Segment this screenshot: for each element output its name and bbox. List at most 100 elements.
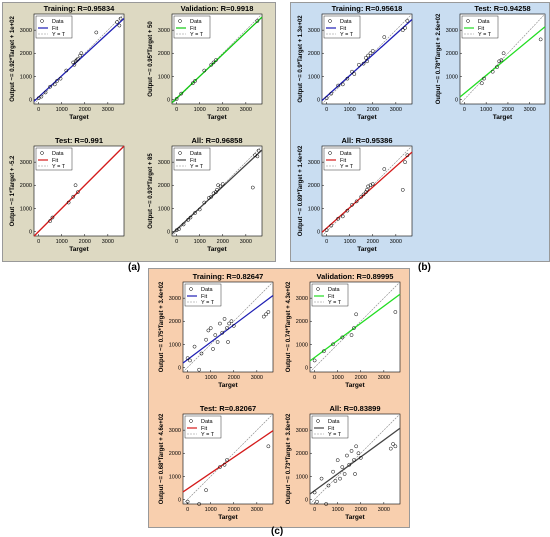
data-point bbox=[224, 326, 229, 331]
fit-line bbox=[459, 26, 546, 98]
legend-data-label: Data bbox=[52, 151, 65, 157]
data-point bbox=[329, 91, 334, 96]
legend-identity-label: Y = T bbox=[190, 32, 204, 38]
data-point bbox=[224, 458, 229, 463]
data-point bbox=[50, 215, 55, 220]
data-point bbox=[356, 451, 361, 456]
x-tick-label: 2000 bbox=[217, 239, 229, 245]
legend-data-label: Data bbox=[201, 287, 214, 293]
data-point bbox=[220, 182, 225, 186]
data-point bbox=[342, 472, 347, 476]
y-tick-label: 2000 bbox=[20, 51, 32, 57]
subplot-b-6: All: R=0.95386 0 1000 2000 3000 0 1000 2000 3000… bbox=[298, 136, 413, 253]
x-tick-label: 1000 bbox=[205, 507, 217, 513]
data-point bbox=[359, 194, 364, 199]
data-point bbox=[350, 202, 354, 207]
data-point bbox=[192, 344, 197, 349]
data-point bbox=[366, 53, 371, 58]
data-point bbox=[405, 153, 410, 158]
data-point bbox=[185, 499, 190, 504]
data-point bbox=[253, 153, 257, 158]
data-point bbox=[204, 337, 208, 342]
legend-identity-label: Y = T bbox=[190, 164, 204, 170]
data-point bbox=[368, 183, 373, 188]
data-point bbox=[186, 217, 191, 222]
data-point bbox=[36, 96, 41, 101]
data-point bbox=[345, 453, 349, 458]
data-point bbox=[324, 228, 329, 233]
data-point bbox=[338, 476, 342, 481]
identity-line bbox=[33, 13, 125, 105]
data-point bbox=[354, 444, 359, 449]
x-axis-label: Target bbox=[345, 382, 365, 389]
legend-fit-label: Fit bbox=[201, 294, 208, 300]
data-point bbox=[340, 465, 345, 469]
y-tick-label: 1000 bbox=[158, 206, 170, 212]
y-tick-label: 3000 bbox=[308, 160, 320, 166]
legend-fit-label: Fit bbox=[478, 26, 485, 32]
data-point bbox=[370, 182, 375, 186]
data-point bbox=[331, 342, 335, 347]
data-point bbox=[256, 148, 261, 153]
y-tick-label: 1000 bbox=[446, 74, 458, 80]
data-point bbox=[226, 340, 230, 344]
data-point bbox=[403, 160, 407, 165]
legend-fit-label: Fit bbox=[52, 26, 59, 32]
data-point bbox=[211, 60, 216, 65]
legend-data-marker bbox=[466, 19, 470, 23]
y-axis-label: Output ~= 1*Target + -5.2 bbox=[10, 155, 16, 226]
data-point bbox=[266, 444, 271, 449]
legend-data-marker bbox=[328, 151, 332, 155]
fit-line bbox=[309, 293, 401, 362]
data-point bbox=[351, 326, 356, 331]
data-point bbox=[345, 208, 350, 213]
data-point bbox=[400, 187, 405, 192]
data-point bbox=[58, 76, 63, 81]
legend-box bbox=[35, 15, 73, 39]
data-point bbox=[382, 167, 387, 171]
subplot-title: Training: R=0.95618 bbox=[332, 4, 403, 13]
legend-identity-label: Y = T bbox=[328, 432, 342, 438]
data-point bbox=[340, 82, 345, 87]
data-point bbox=[215, 340, 220, 344]
subplot-c-9: Test: R=0.82067 0 1000 2000 3000 0 1000 2000 300… bbox=[159, 404, 274, 521]
subplot-title: Training: R=0.95834 bbox=[44, 4, 115, 13]
legend-data-label: Data bbox=[52, 19, 65, 25]
x-tick-label: 3000 bbox=[390, 107, 402, 113]
y-tick-label: 3000 bbox=[446, 28, 458, 34]
data-point bbox=[202, 68, 207, 73]
data-point bbox=[213, 190, 218, 195]
x-tick-label: 1000 bbox=[332, 375, 344, 381]
legend-fit-label: Fit bbox=[328, 294, 335, 300]
legend-box bbox=[35, 147, 73, 171]
legend-identity-label: Y = T bbox=[201, 432, 215, 438]
y-tick-label: 0 bbox=[455, 97, 458, 103]
data-point bbox=[403, 25, 407, 30]
y-tick-label: 1000 bbox=[20, 74, 32, 80]
data-point bbox=[347, 462, 352, 467]
legend-identity-label: Y = T bbox=[478, 32, 492, 38]
legend-data-marker bbox=[40, 151, 44, 155]
data-point bbox=[75, 190, 80, 195]
data-point bbox=[255, 154, 260, 159]
x-tick-label: 3000 bbox=[378, 507, 390, 513]
panel-label-a: (a) bbox=[128, 262, 141, 273]
data-point bbox=[72, 62, 77, 67]
y-tick-label: 1000 bbox=[296, 342, 308, 348]
data-point bbox=[329, 223, 334, 228]
data-point bbox=[218, 184, 223, 189]
y-tick-label: 0 bbox=[317, 97, 320, 103]
x-tick-label: 2000 bbox=[228, 507, 240, 513]
data-point bbox=[227, 321, 232, 326]
y-axis-label: Output ~= 0.78*Target + 2.6e+02 bbox=[436, 13, 442, 104]
x-tick-label: 0 bbox=[186, 507, 189, 513]
x-tick-label: 2000 bbox=[502, 107, 514, 113]
x-tick-label: 2000 bbox=[79, 107, 91, 113]
subplot-a-3: All: R=0.96858 0 1000 2000 3000 0 1000 2000 3000… bbox=[148, 136, 263, 253]
